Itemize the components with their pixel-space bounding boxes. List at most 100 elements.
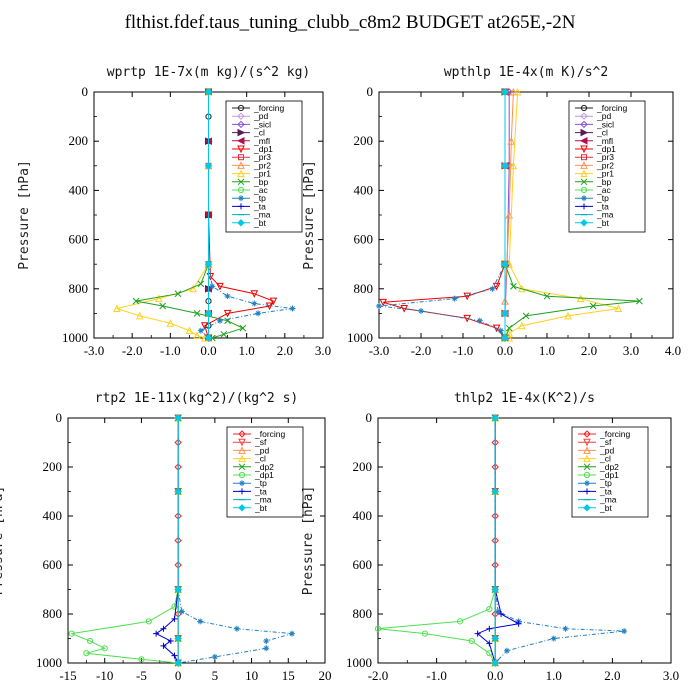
legend-marker: [237, 161, 245, 169]
legend-marker: [580, 112, 588, 120]
legend-label: _mfl: [596, 136, 613, 146]
x-tick-label: 2.0: [581, 343, 597, 358]
x-tick-label: 2.0: [277, 343, 293, 358]
data-point: [498, 611, 505, 617]
x-tick-label: -2.0: [122, 343, 143, 358]
y-axis-label: Pressure [hPa]: [302, 160, 317, 270]
data-point: [223, 309, 232, 318]
data-point: [513, 87, 522, 96]
x-tick-label: -1.0: [160, 343, 181, 358]
x-tick-label: 20: [319, 668, 332, 683]
legend-label: _pr3: [253, 152, 271, 162]
data-point: [522, 312, 530, 320]
data-point: [400, 304, 409, 313]
series-line: [377, 418, 496, 664]
series-line: [204, 92, 275, 339]
y-tick-label: 400: [43, 508, 63, 523]
x-tick-label: -2.0: [368, 668, 389, 683]
x-tick-label: 0.0: [497, 343, 513, 358]
data-point: [171, 615, 178, 622]
y-axis-label: Pressure [hPa]: [301, 486, 316, 596]
data-point: [204, 334, 213, 342]
legend-marker: [580, 219, 588, 227]
legend-label: _pd: [254, 445, 269, 455]
data-point: [497, 327, 504, 334]
legend-marker: [238, 454, 246, 463]
legend-label: _ta: [599, 486, 612, 496]
y-tick-label: 0: [82, 84, 89, 99]
data-point: [515, 620, 522, 627]
y-tick-label: 800: [354, 281, 374, 296]
x-tick-label: 0.0: [200, 343, 216, 358]
legend-marker: [583, 438, 591, 447]
data-point: [510, 282, 517, 290]
data-point: [155, 294, 163, 303]
x-tick-label: -3.0: [84, 343, 105, 358]
legend-marker: [238, 430, 246, 438]
data-point: [174, 414, 182, 422]
legend-marker: [238, 463, 246, 471]
legend-label: _cl: [254, 454, 266, 464]
y-tick-label: 600: [353, 557, 373, 572]
data-point: [250, 290, 259, 298]
data-point: [501, 260, 509, 268]
x-tick-label: -5: [136, 668, 147, 683]
legend-marker: [237, 128, 246, 137]
legend-label: _ma: [253, 210, 271, 220]
legend-label: _sicl: [596, 119, 614, 129]
series-dp1: [379, 88, 509, 343]
figure-title: flthist.fdef.taus_tuning_clubb_c8m2 BUDG…: [124, 12, 576, 33]
data-point: [636, 297, 643, 305]
legend-label: _ta: [253, 201, 266, 211]
legend-marker: [237, 112, 245, 120]
series-line: [200, 92, 293, 339]
legend-marker: [237, 186, 245, 194]
y-tick-label: 200: [69, 133, 89, 148]
data-point: [288, 630, 295, 637]
data-point: [138, 656, 145, 663]
x-tick-label: 3.0: [315, 343, 331, 358]
data-point: [509, 161, 518, 170]
data-point: [374, 625, 382, 632]
chart-panel-4: thlp2 1E-4x(K^2)/s Pressure [hPa] -2.0 -1.0…: [301, 391, 679, 683]
legend-marker: [583, 463, 591, 471]
legend-marker: [583, 504, 591, 512]
data-point: [451, 295, 458, 302]
y-tick-label: 1000: [62, 330, 88, 345]
data-point: [101, 645, 108, 652]
data-point: [255, 310, 262, 317]
y-tick-label: 600: [69, 232, 89, 247]
legend-label: _sicl: [253, 119, 271, 129]
data-point: [289, 305, 296, 312]
data-point: [160, 642, 167, 649]
legend-label: _mfl: [253, 136, 270, 146]
data-point: [263, 645, 270, 652]
data-point: [517, 321, 526, 330]
legend-label: _dp1: [599, 470, 619, 480]
y-tick-label: 200: [354, 133, 374, 148]
data-point: [491, 487, 499, 496]
legend-label: _tp: [596, 193, 609, 203]
data-point: [204, 309, 213, 318]
legend-label: _bt: [599, 503, 612, 513]
data-point: [193, 310, 201, 317]
legend-marker: [583, 454, 591, 463]
data-point: [564, 311, 572, 320]
data-point: [132, 297, 140, 305]
legend-label: _ac: [253, 185, 268, 195]
y-tick-label: 200: [43, 459, 63, 474]
x-tick-label: 3.0: [623, 343, 639, 358]
legend-marker: [239, 480, 245, 487]
data-point: [550, 635, 557, 642]
legend-marker: [238, 154, 244, 161]
legend-label: _dp1: [253, 144, 273, 154]
data-point: [491, 585, 499, 594]
legend-label: _ma: [599, 495, 617, 505]
data-point: [251, 300, 258, 307]
series-ta: [153, 415, 182, 666]
data-point: [476, 317, 483, 324]
data-point: [589, 302, 597, 310]
x-tick-label: 3.0: [663, 668, 679, 683]
legend-marker: [238, 203, 244, 210]
legend-marker: [236, 136, 245, 145]
